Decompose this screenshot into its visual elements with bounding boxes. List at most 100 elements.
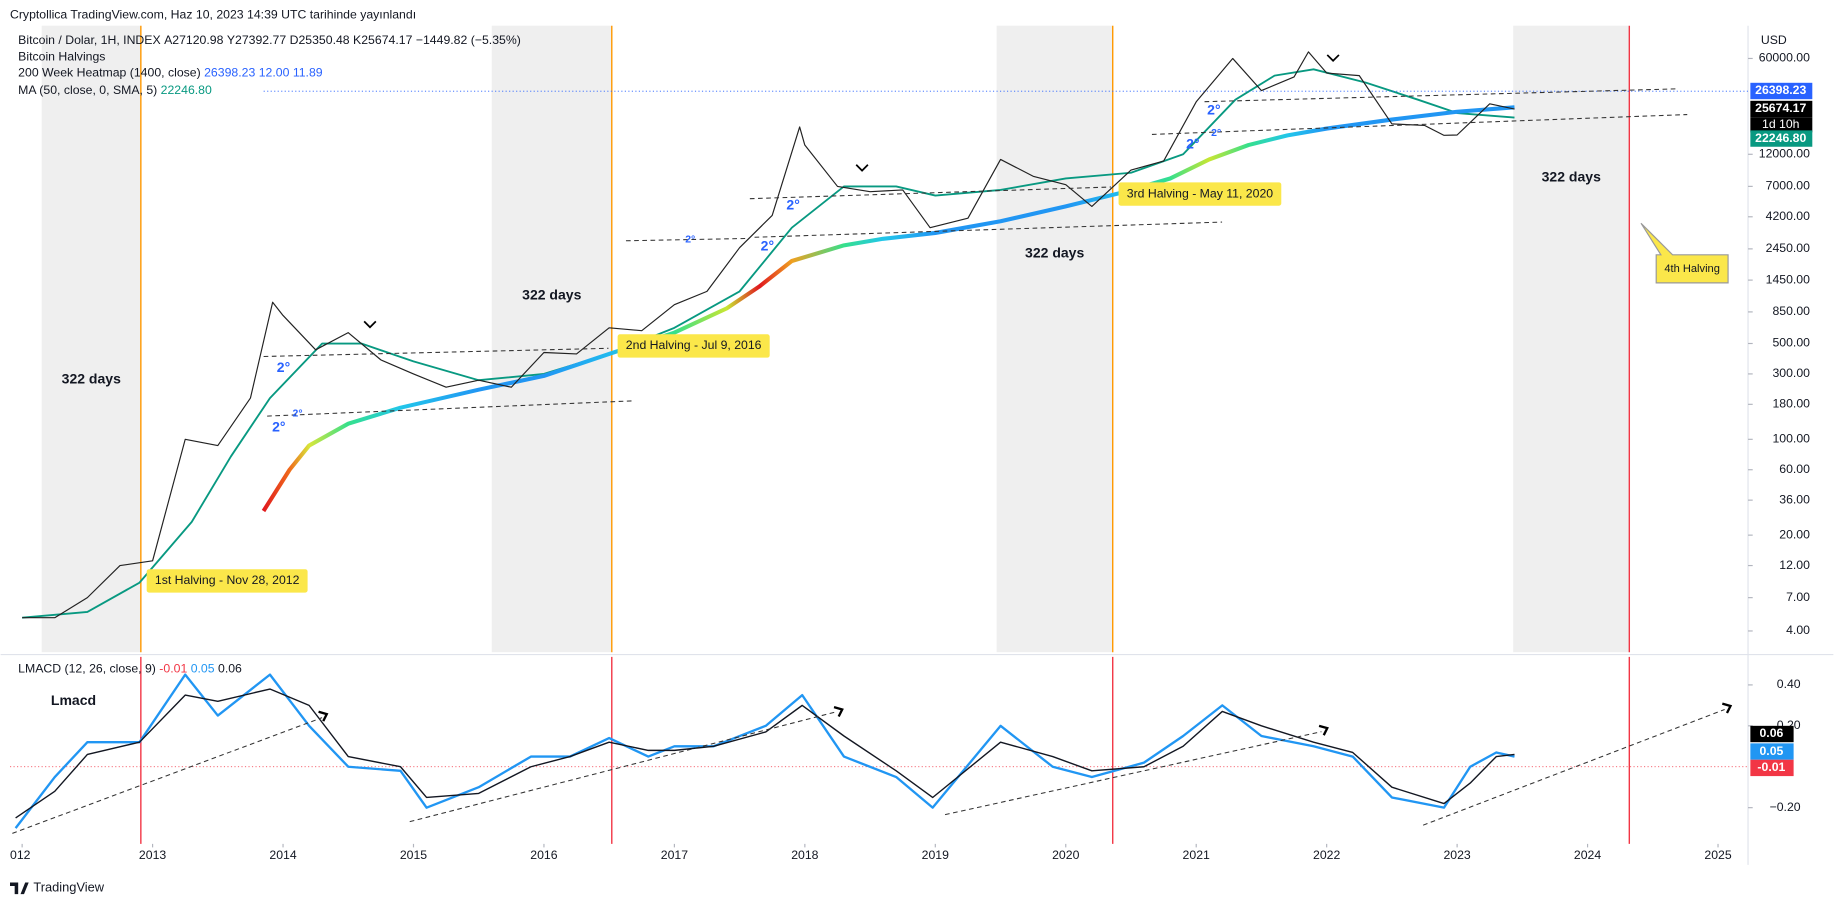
change: −1449.82 (−5.35%) xyxy=(416,33,521,47)
trendlines xyxy=(12,54,1733,834)
currency: USD xyxy=(1761,33,1787,47)
trendline xyxy=(263,347,609,358)
series-line xyxy=(22,68,1515,619)
y-tick-label: 300.00 xyxy=(1772,366,1810,380)
x-tick-label: 2019 xyxy=(922,848,949,862)
price-badge-label: 25674.17 xyxy=(1755,101,1806,115)
indicator-name: 200 Week Heatmap (1400, close) xyxy=(18,66,201,80)
symbol-legend: Bitcoin / Dolar, 1H, INDEX A27120.98 Y27… xyxy=(18,33,521,47)
angle-annotation: 2° xyxy=(761,237,774,253)
close: K25674.17 xyxy=(353,33,413,47)
y-tick-label: 4200.00 xyxy=(1766,209,1811,223)
angle-annotation: 2° xyxy=(1207,102,1220,118)
macd-legend: LMACD (12, 26, close, 9) -0.01 0.05 0.06 xyxy=(18,662,242,676)
macd-title: Lmacd xyxy=(51,692,96,708)
countdown: 1d 10h xyxy=(1762,117,1800,131)
arrowhead xyxy=(318,702,1733,736)
publisher: Cryptollica TradingView.com, Haz 10, 202… xyxy=(10,7,416,21)
y-tick-label: 7.00 xyxy=(1786,590,1810,604)
pre-halving-band xyxy=(491,25,612,653)
y-tick-label: 36.00 xyxy=(1779,492,1810,506)
x-tick-label: 2023 xyxy=(1443,848,1470,862)
indicator-value: 22246.80 xyxy=(161,83,212,97)
angle-annotation: 2° xyxy=(1211,127,1221,139)
pre-halving-band xyxy=(996,25,1113,653)
plot-area: 322 days 322 days 322 days 322 days xyxy=(0,25,1834,865)
indicator-legend: MA (50, close, 0, SMA, 5) 22246.80 xyxy=(18,83,212,97)
value-badge xyxy=(1750,759,1794,777)
halving-label: 2nd Halving - Jul 9, 2016 xyxy=(626,338,762,352)
band-label: 322 days xyxy=(522,286,581,302)
angle-annotation: 2° xyxy=(272,418,285,434)
brand: TradingView xyxy=(33,880,104,895)
angle-annotation: 2° xyxy=(293,408,303,420)
x-tick-label: 2015 xyxy=(400,848,427,862)
indicator-legend: 200 Week Heatmap (1400, close) 26398.23 … xyxy=(18,66,323,80)
trendline xyxy=(625,237,749,242)
series-line xyxy=(14,673,1515,829)
trendline xyxy=(1204,88,1678,103)
open: A27120.98 xyxy=(164,33,224,47)
y-tick-label: 0.40 xyxy=(1777,677,1801,691)
price-badge xyxy=(1750,100,1813,118)
chevron xyxy=(363,54,1340,329)
band-label: 322 days xyxy=(62,371,121,387)
trendline xyxy=(754,221,1223,238)
x-tick-label: 2017 xyxy=(661,848,688,862)
angle-annotation: 2° xyxy=(685,233,695,245)
x-tick-label: 012 xyxy=(10,848,31,862)
x-tick-label: 2018 xyxy=(791,848,818,862)
value-badge xyxy=(1750,743,1794,760)
y-tick-label: 60000.00 xyxy=(1759,51,1810,65)
series-line xyxy=(15,688,1515,819)
indicator-value: -0.01 xyxy=(159,662,187,676)
halving-label: 4th Halving xyxy=(1664,263,1720,275)
logo xyxy=(10,882,29,895)
halving-label: 3rd Halving - May 11, 2020 xyxy=(1127,186,1274,200)
x-tick-label: 2016 xyxy=(530,848,557,862)
angle-annotation: 2° xyxy=(277,359,290,375)
trendline xyxy=(267,400,632,417)
x-tick-label: 2025 xyxy=(1704,848,1731,862)
pre-halving-band xyxy=(1513,25,1630,653)
price-badge-label: 26398.23 xyxy=(1755,83,1806,97)
trendline xyxy=(944,731,1322,816)
x-tick-label: 2020 xyxy=(1052,848,1079,862)
x-tick-label: 2024 xyxy=(1574,848,1601,862)
x-tick-label: 2013 xyxy=(139,848,166,862)
y-tick-label: 12.00 xyxy=(1779,558,1810,572)
x-tick-label: 2014 xyxy=(269,848,296,862)
low: D25350.48 xyxy=(290,33,350,47)
series-line xyxy=(261,105,1515,513)
y-tick-label: 12000.00 xyxy=(1759,147,1810,161)
value-badge-label: -0.01 xyxy=(1757,760,1785,774)
trendline xyxy=(749,186,1112,200)
indicator-legend: Bitcoin Halvings xyxy=(18,50,105,64)
band-label: 322 days xyxy=(1542,168,1601,184)
band-label: 322 days xyxy=(1025,244,1084,260)
legend: Cryptollica TradingView.com, Haz 10, 202… xyxy=(10,7,1787,708)
angle-annotation: 2° xyxy=(1186,136,1199,152)
trendline xyxy=(12,717,323,834)
indicator-name: MA (50, close, 0, SMA, 5) xyxy=(18,83,157,97)
y-tick-label: −0.20 xyxy=(1770,800,1801,814)
value-badge-label: 0.06 xyxy=(1759,726,1783,740)
y-tick-label: 60.00 xyxy=(1779,462,1810,476)
trendline xyxy=(1422,708,1725,826)
indicator-value: 26398.23 xyxy=(204,66,255,80)
y-tick-label: 7000.00 xyxy=(1766,179,1811,193)
price-badge xyxy=(1750,130,1813,147)
footer: TradingView xyxy=(10,880,105,895)
halving-label-box xyxy=(146,569,308,593)
y-tick-label: 500.00 xyxy=(1772,336,1810,350)
pre-halving-band xyxy=(41,25,141,653)
trendline xyxy=(1151,114,1688,135)
y-tick-label: 2450.00 xyxy=(1766,241,1811,255)
price-badge xyxy=(1750,82,1813,100)
indicator-value: 11.89 xyxy=(293,66,323,80)
indicator-value: 0.05 xyxy=(191,662,215,676)
indicator-value: 12.00 xyxy=(259,66,290,80)
symbol: Bitcoin / Dolar, 1H, INDEX xyxy=(18,33,160,47)
